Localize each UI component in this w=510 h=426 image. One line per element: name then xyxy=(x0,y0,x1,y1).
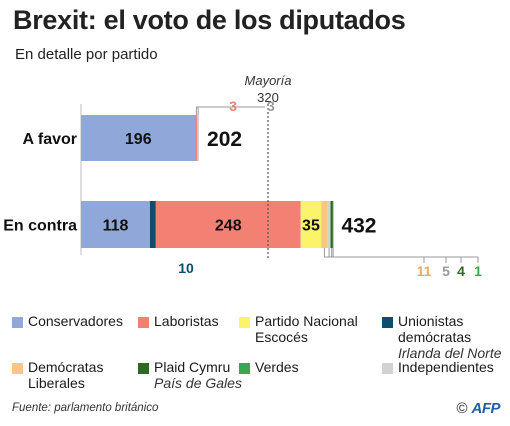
bar-total-label: 202 xyxy=(207,128,242,151)
callout-label: 5 xyxy=(442,263,450,279)
callout-leader xyxy=(323,248,425,263)
category-label: En contra xyxy=(3,218,77,235)
bar-value-label: 248 xyxy=(215,218,242,235)
afp-logo-text: AFP xyxy=(471,400,501,417)
legend-label: Laboristas xyxy=(154,313,219,329)
bar-segment xyxy=(81,201,150,248)
legend-label: Plaid Cymru País de Gales xyxy=(154,359,242,391)
bar-segment xyxy=(197,115,200,161)
legend-label: Unionistas demócratas Irlanda del Norte xyxy=(398,313,508,361)
copyright-symbol: © xyxy=(456,400,468,417)
legend-item-plaid: Plaid Cymru País de Gales xyxy=(138,359,248,391)
legend-item-snp: Partido Nacional Escocés xyxy=(239,313,377,345)
legend-swatch xyxy=(239,363,250,374)
callout-label: 4 xyxy=(457,263,465,279)
bar-segment xyxy=(81,115,196,161)
legend-label: Demócratas Liberales xyxy=(28,359,104,391)
legend-swatch xyxy=(12,363,23,374)
afp-logo: © AFP xyxy=(456,400,500,417)
callout-label: 1 xyxy=(474,263,482,279)
legend-item-conservadores: Conservadores xyxy=(12,313,162,329)
legend-label: Verdes xyxy=(255,359,299,375)
legend-item-independientes: Independientes xyxy=(382,359,508,375)
source-note: Fuente: parlamento británico xyxy=(12,402,159,414)
bar-segment xyxy=(155,201,301,248)
legend-label: Partido Nacional Escocés xyxy=(255,313,358,345)
legend-swatch xyxy=(382,317,393,328)
callout-label: 3 xyxy=(267,98,275,114)
legend-swatch xyxy=(239,317,250,328)
callout-leader xyxy=(328,248,447,263)
legend-swatch xyxy=(138,317,149,328)
bar-total-label: 432 xyxy=(341,215,376,238)
legend-item-libdem: Demócratas Liberales xyxy=(12,359,107,391)
legend-sublabel: País de Gales xyxy=(154,375,242,391)
legend-swatch xyxy=(138,363,149,374)
callout-label: 10 xyxy=(178,260,194,276)
majority-label: Mayoría xyxy=(245,73,292,88)
bar-segment xyxy=(195,115,198,161)
bar-segment xyxy=(327,201,331,248)
bar-segment xyxy=(321,201,328,248)
legend-label: Conservadores xyxy=(28,313,123,329)
bar-segment xyxy=(149,201,156,248)
legend-label: Independientes xyxy=(398,359,494,375)
legend: Conservadores Laboristas Partido Naciona… xyxy=(0,300,510,400)
bar-segment xyxy=(330,201,333,248)
callout-label: 11 xyxy=(417,263,432,279)
bar-segment xyxy=(332,201,334,248)
callout-leader xyxy=(332,248,479,263)
callout-leader xyxy=(331,248,462,263)
bar-segment xyxy=(300,201,322,248)
legend-item-laboristas: Laboristas xyxy=(138,313,248,329)
bar-value-label: 196 xyxy=(125,131,152,148)
category-label: A favor xyxy=(22,131,77,148)
stacked-bar-chart: Mayoría 320 A favor En contra 202 432 196 118 24… xyxy=(3,73,482,279)
legend-swatch xyxy=(12,317,23,328)
legend-swatch xyxy=(382,363,393,374)
legend-item-verdes: Verdes xyxy=(239,359,339,375)
callout-leader xyxy=(197,106,265,115)
bar-value-label: 118 xyxy=(103,218,129,235)
legend-sublabel: Irlanda del Norte xyxy=(398,345,502,361)
chart-title: Brexit: el voto de los diputados xyxy=(13,5,406,35)
chart-subtitle: En detalle por partido xyxy=(15,46,158,63)
legend-item-dup: Unionistas demócratas Irlanda del Norte xyxy=(382,313,508,361)
callout-label: 3 xyxy=(229,98,237,114)
bar-value-label: 35 xyxy=(302,218,320,235)
majority-value: 320 xyxy=(257,90,279,105)
